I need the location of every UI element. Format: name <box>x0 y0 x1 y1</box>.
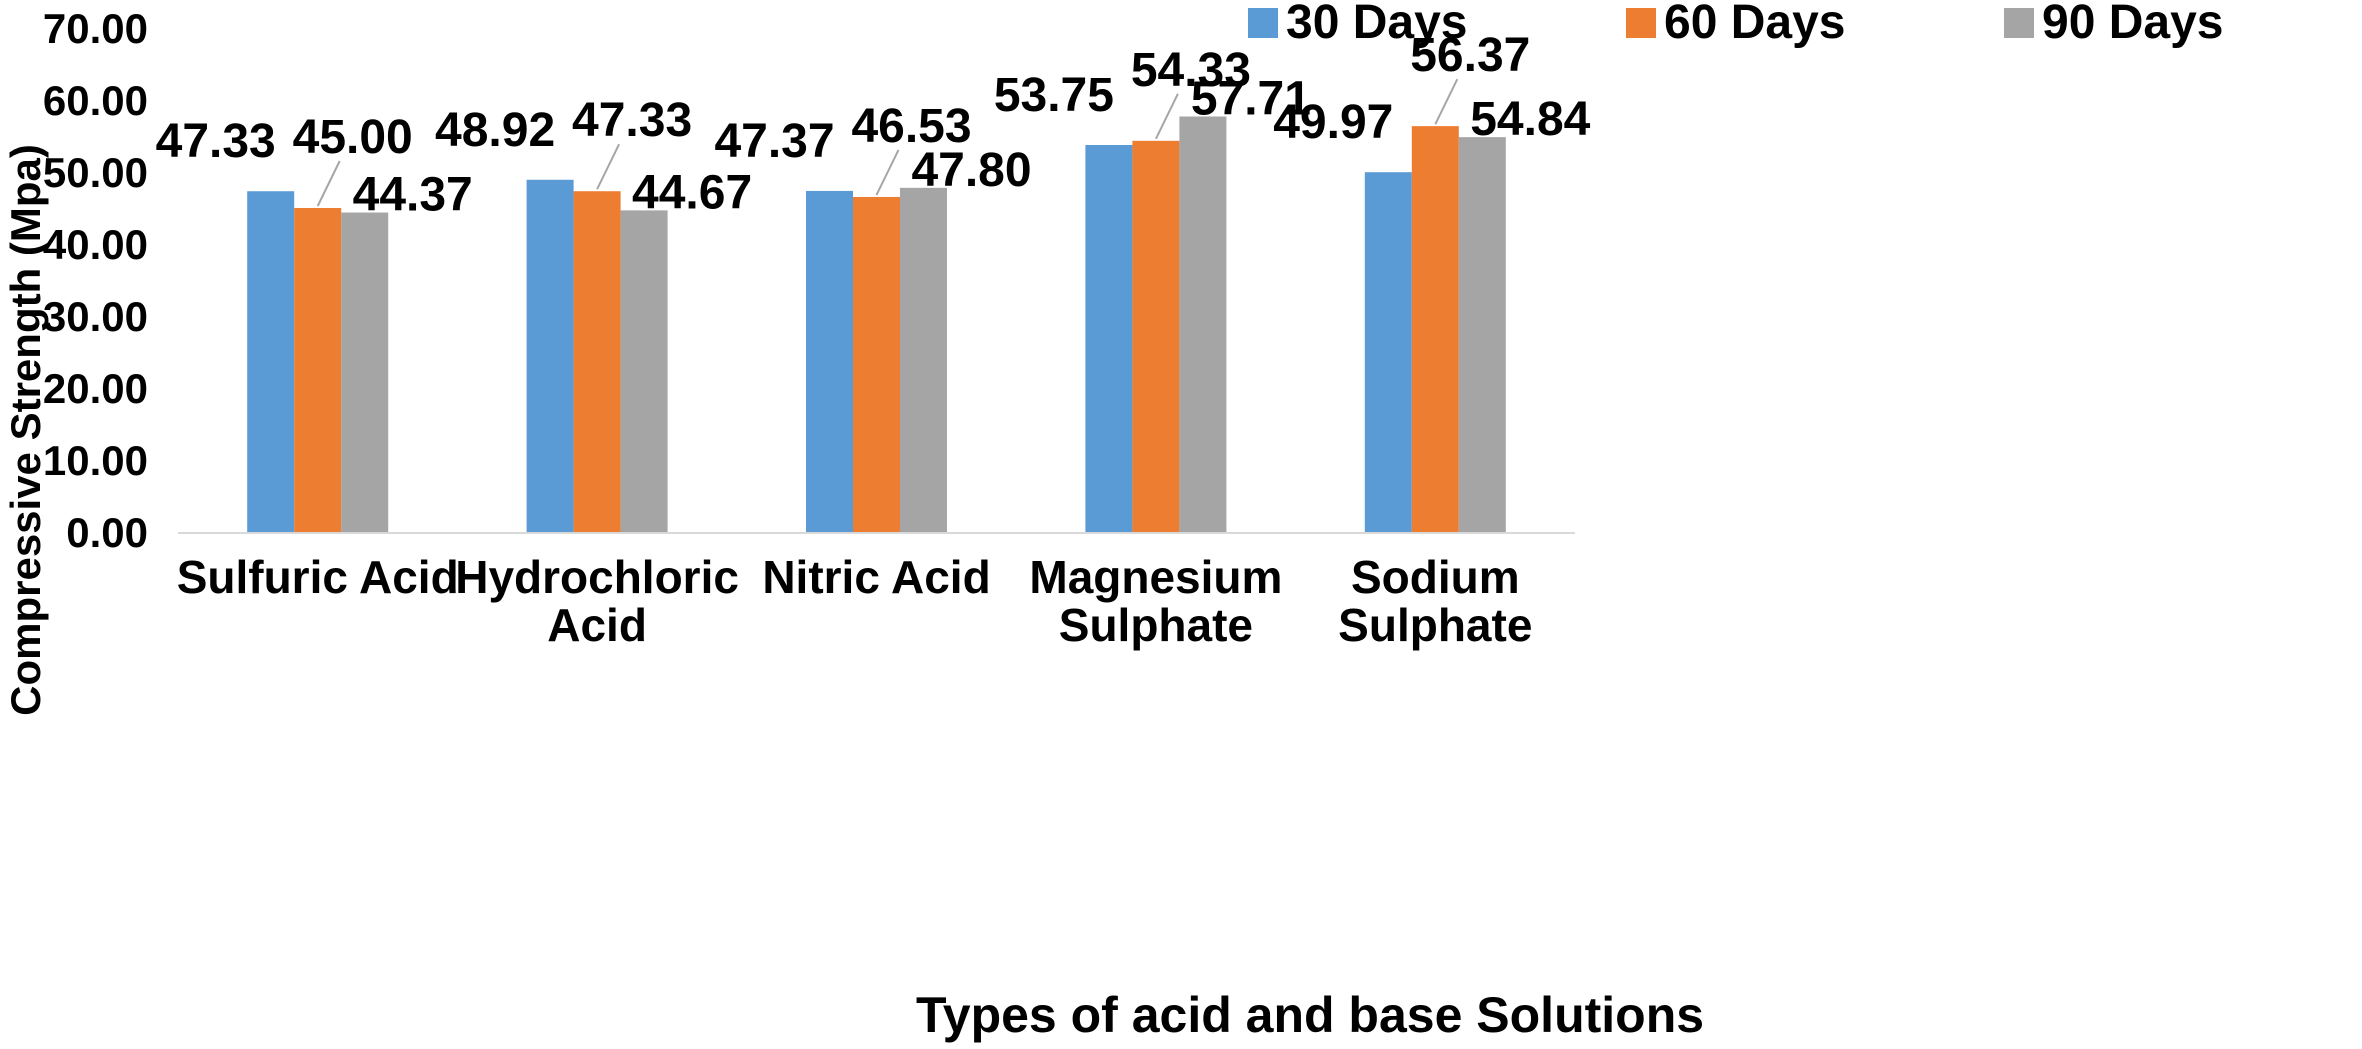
data-label: 46.53 <box>851 100 971 153</box>
bar-60-days <box>1132 140 1180 532</box>
bar-60-days <box>1411 126 1459 533</box>
bar-90-days <box>900 187 947 532</box>
bars <box>247 116 1506 533</box>
x-tick-label: Magnesium <box>1029 551 1282 603</box>
y-tick-label: 20.00 <box>43 365 148 412</box>
y-axis-title: Compressive Strength (Mpa) <box>2 144 49 716</box>
label-leader-line <box>1434 78 1459 125</box>
y-tick-label: 70.00 <box>43 5 148 52</box>
y-axis-ticks: 0.00 10.00 20.00 30.00 40.00 50.00 60.00 70.00 <box>43 5 148 556</box>
bar-30-days <box>1364 172 1412 532</box>
data-label: 53.75 <box>994 69 1114 122</box>
bar-30-days <box>806 190 853 532</box>
data-label: 47.80 <box>911 144 1031 197</box>
label-leader-line <box>1155 93 1179 140</box>
data-label: 54.84 <box>1470 93 1590 146</box>
x-tick-label: Acid <box>547 599 647 651</box>
y-tick-label: 0.00 <box>66 509 148 556</box>
data-label: 49.97 <box>1273 96 1393 149</box>
x-tick-label: Sulphate <box>1338 599 1532 651</box>
data-label: 47.37 <box>714 115 834 168</box>
bar-30-days <box>526 179 574 532</box>
label-leader-line <box>596 143 620 190</box>
bar-60-days <box>573 191 621 532</box>
data-label: 44.37 <box>353 169 473 222</box>
legend-swatch <box>1626 8 1656 38</box>
legend-label: 60 Days <box>1664 0 1845 49</box>
x-tick-label: Hydrochloric <box>455 551 739 603</box>
data-label: 45.00 <box>293 111 413 164</box>
leader-lines <box>316 78 1459 207</box>
x-tick-label: Sulphate <box>1059 599 1253 651</box>
bar-90-days <box>620 210 668 532</box>
data-label: 57.71 <box>1191 72 1311 125</box>
x-tick-label: Sodium <box>1351 551 1520 603</box>
bar-90-days <box>341 212 389 532</box>
data-label: 54.33 <box>1131 44 1251 97</box>
bar-30-days <box>247 191 295 532</box>
bar-30-days <box>1085 145 1133 532</box>
legend-swatch <box>1248 8 1278 38</box>
bar-90-days <box>1458 137 1506 533</box>
data-label: 48.92 <box>435 104 555 157</box>
data-label: 56.37 <box>1410 29 1530 82</box>
y-tick-label: 40.00 <box>43 221 148 268</box>
bar-60-days <box>853 196 900 532</box>
legend-label: 90 Days <box>2042 0 2223 49</box>
y-tick-label: 50.00 <box>43 149 148 196</box>
legend-swatch <box>2004 8 2034 38</box>
x-axis-title: Types of acid and base Solutions <box>916 987 1704 1043</box>
data-label: 47.33 <box>156 115 276 168</box>
bar-90-days <box>1179 116 1227 532</box>
label-leader-line <box>875 149 900 196</box>
x-tick-label: Sulfuric Acid <box>177 551 459 603</box>
data-label: 44.67 <box>632 166 752 219</box>
x-tick-label: Nitric Acid <box>762 551 990 603</box>
y-tick-label: 30.00 <box>43 293 148 340</box>
legend-label: 30 Days <box>1286 0 1467 49</box>
legend: 30 Days 60 Days 90 Days <box>1248 0 2223 49</box>
bar-60-days <box>294 208 342 532</box>
y-tick-label: 10.00 <box>43 437 148 484</box>
data-label: 47.33 <box>572 94 692 147</box>
y-tick-label: 60.00 <box>43 77 148 124</box>
label-leader-line <box>316 160 341 207</box>
